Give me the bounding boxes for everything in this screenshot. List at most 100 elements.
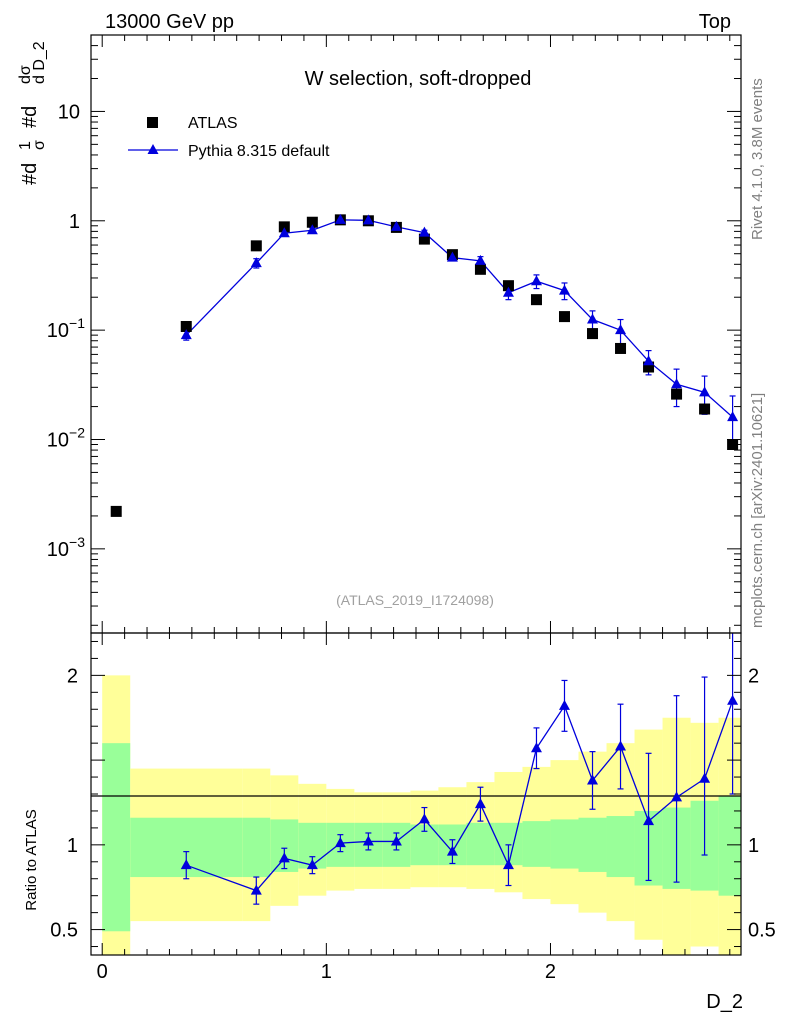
ratio-point bbox=[699, 772, 711, 783]
green-band-bin bbox=[550, 819, 579, 869]
ylabel-dvar: d D_2 bbox=[31, 41, 48, 84]
ratio-point bbox=[390, 835, 402, 846]
ylabel-dsigma: dσ bbox=[17, 65, 34, 84]
legend-atlas-label: ATLAS bbox=[188, 115, 238, 132]
ratio-point bbox=[643, 815, 655, 826]
ratio-point bbox=[180, 859, 192, 870]
pythia-point bbox=[334, 213, 346, 224]
atlas-point bbox=[306, 216, 318, 228]
ratio-point bbox=[334, 837, 346, 848]
atlas-point bbox=[250, 240, 262, 252]
pythia-point bbox=[643, 355, 655, 366]
x-tick-label: 0 bbox=[97, 961, 108, 983]
ratio-point bbox=[250, 884, 262, 895]
rivet-version-label: Rivet 4.1.0, 3.8M events bbox=[749, 78, 766, 240]
analysis-id-label: (ATLAS_2019_I1724098) bbox=[336, 592, 494, 608]
green-band-bin bbox=[242, 817, 271, 878]
atlas-point bbox=[643, 361, 655, 373]
legend-pythia-label: Pythia 8.315 default bbox=[188, 143, 330, 160]
atlas-point bbox=[278, 221, 290, 233]
atlas-point bbox=[180, 320, 192, 332]
atlas-point bbox=[727, 438, 739, 450]
ylabel-sigma: σ bbox=[31, 140, 48, 150]
y-tick-label-main: 10−2 bbox=[47, 424, 85, 451]
main-y-axis-label: #d 1 σ #d dσ d D_2 bbox=[17, 41, 48, 185]
pythia-point bbox=[587, 313, 599, 324]
chart-title: W selection, soft-dropped bbox=[305, 68, 532, 90]
atlas-point bbox=[558, 311, 570, 323]
pythia-point bbox=[418, 226, 430, 237]
main-series bbox=[110, 213, 739, 517]
pythia-point bbox=[362, 214, 374, 225]
y-tick-label-main: 1 bbox=[69, 211, 80, 233]
y-tick-label-ratio-right: 1 bbox=[748, 835, 759, 857]
y-tick-label-ratio-left: 2 bbox=[67, 665, 78, 687]
green-band-bin bbox=[102, 743, 131, 932]
atlas-point bbox=[530, 294, 542, 306]
ratio-point bbox=[474, 798, 486, 809]
atlas-point bbox=[474, 263, 486, 275]
x-tick-label: 2 bbox=[545, 961, 556, 983]
pythia-point bbox=[699, 386, 711, 397]
green-band-bin bbox=[578, 817, 607, 872]
ylabel-d-1: d bbox=[19, 163, 41, 174]
ratio-point bbox=[362, 835, 374, 846]
ratio-series bbox=[180, 633, 739, 905]
y-tick-label-ratio-right: 2 bbox=[748, 665, 759, 687]
ratio-point bbox=[418, 813, 430, 824]
legend-pythia-marker bbox=[147, 144, 159, 154]
pythia-point bbox=[502, 286, 514, 297]
ratio-point bbox=[587, 774, 599, 785]
y-tick-label-ratio-left: 1 bbox=[67, 835, 78, 857]
atlas-point bbox=[110, 505, 122, 517]
pythia-point bbox=[180, 329, 192, 340]
pythia-point bbox=[306, 224, 318, 235]
pythia-point bbox=[558, 284, 570, 295]
ratio-point bbox=[502, 859, 514, 870]
pythia-line bbox=[185, 219, 734, 418]
green-band-bin bbox=[466, 822, 495, 866]
legend-atlas-marker bbox=[147, 117, 158, 128]
pythia-point bbox=[278, 227, 290, 238]
ratio-uncertainty-bands bbox=[102, 675, 741, 955]
legend: ATLAS Pythia 8.315 default bbox=[128, 115, 330, 160]
ratio-point bbox=[278, 852, 290, 863]
ratio-y-axis-label: Ratio to ATLAS bbox=[23, 809, 40, 910]
ratio-point bbox=[671, 791, 683, 802]
green-band-bin bbox=[606, 816, 635, 878]
svg-text:#d: #d bbox=[19, 106, 41, 128]
atlas-point bbox=[699, 403, 711, 415]
ylabel-hash-2: # bbox=[19, 116, 41, 128]
atlas-point bbox=[615, 342, 627, 354]
pythia-point bbox=[390, 220, 402, 231]
x-axis-label: D_2 bbox=[706, 991, 743, 1013]
y-tick-label-main: 10 bbox=[58, 101, 80, 123]
y-tick-label-ratio-left: 0.5 bbox=[50, 920, 78, 942]
x-tick-label: 1 bbox=[321, 961, 332, 983]
atlas-point bbox=[502, 280, 514, 292]
ylabel-d-2: d bbox=[19, 106, 41, 117]
pythia-point bbox=[530, 275, 542, 286]
ylabel-one: 1 bbox=[17, 141, 34, 150]
ratio-point bbox=[615, 740, 627, 751]
ratio-point bbox=[558, 699, 570, 710]
y-tick-label-ratio-right: 0.5 bbox=[748, 920, 776, 942]
pythia-point bbox=[446, 251, 458, 262]
atlas-point bbox=[671, 388, 683, 400]
mcplots-label: mcplots.cern.ch [arXiv:2401.10621] bbox=[749, 393, 766, 628]
y-tick-label-main: 10−3 bbox=[47, 534, 85, 561]
axes: 0 1 2 10 1 10−1 10−2 10−3 2 2 1 1 0.5 0.5 bbox=[47, 34, 776, 983]
pythia-point bbox=[615, 324, 627, 335]
atlas-point bbox=[587, 328, 599, 340]
pythia-point bbox=[250, 257, 262, 268]
pythia-point bbox=[727, 411, 739, 422]
ylabel-hash-1: # bbox=[19, 173, 41, 185]
y-tick-label-main: 10−1 bbox=[47, 315, 85, 342]
energy-label: 13000 GeV pp bbox=[105, 11, 234, 33]
ratio-point bbox=[446, 845, 458, 856]
process-label: Top bbox=[699, 11, 731, 33]
pythia-point bbox=[671, 378, 683, 389]
atlas-point bbox=[418, 233, 430, 245]
green-band-bin bbox=[522, 821, 551, 867]
